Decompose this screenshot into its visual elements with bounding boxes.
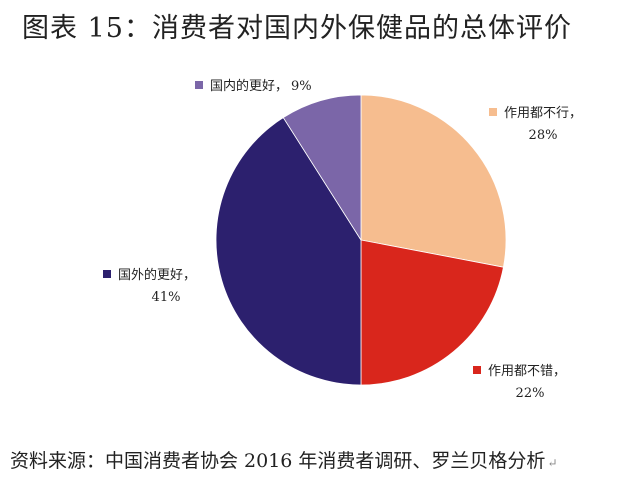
svg-text:国内的更好，9%: 国内的更好， 9%	[210, 78, 312, 94]
label-slice-3: 国内的更好， 9%	[195, 78, 312, 94]
slice-value-3: 9%	[291, 79, 312, 94]
label-slice-2: 国外的更好， 41%	[103, 267, 196, 305]
legend-swatch-2	[103, 270, 111, 278]
legend-swatch-1	[473, 366, 481, 374]
slice-name-2: 国外的更好，	[118, 267, 196, 283]
pie-slices	[215, 94, 507, 386]
slice-value-0: 28%	[529, 128, 558, 143]
slice-value-1: 22%	[516, 386, 545, 401]
slice-name-1: 作用都不错，	[488, 364, 566, 379]
legend-swatch-3	[195, 81, 203, 89]
label-slice-1: 作用都不错， 22%	[473, 364, 566, 401]
slice-name-0: 作用都不行，	[504, 106, 582, 121]
slice-value-2: 41%	[152, 290, 181, 305]
slice-name-3: 国内的更好，	[210, 78, 288, 94]
pie-slice-0	[360, 94, 507, 268]
pie-slice-3	[282, 94, 362, 242]
chart-title: 图表 15：消费者对国内外保健品的总体评价	[22, 13, 572, 44]
source-note: 资料来源：中国消费者协会 2016 年消费者调研、罗兰贝格分析 ↵	[10, 446, 558, 473]
pie-slice-1	[360, 239, 504, 386]
source-text: 资料来源：中国消费者协会 2016 年消费者调研、罗兰贝格分析	[10, 450, 546, 472]
paragraph-mark-icon: ↵	[547, 456, 558, 470]
legend-swatch-0	[489, 108, 497, 116]
pie-slice-2	[215, 117, 362, 386]
label-slice-0: 作用都不行， 28%	[489, 106, 582, 143]
